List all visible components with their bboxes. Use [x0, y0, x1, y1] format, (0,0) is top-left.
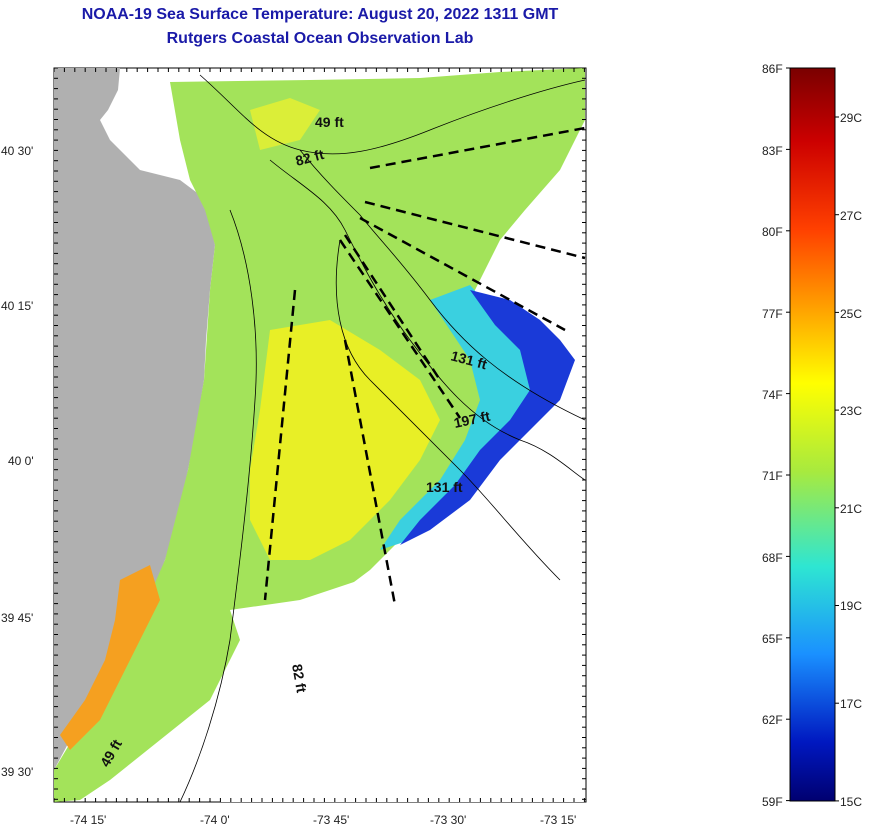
colorbar-f-label: 74F [762, 388, 783, 402]
depth-label: 131 ft [426, 479, 463, 495]
colorbar-c-label: 19C [840, 599, 862, 613]
colorbar-c-label: 15C [840, 795, 862, 809]
bathymetry-contours [179, 74, 586, 802]
sst-field-cyan-edge [380, 285, 555, 550]
land-area [54, 68, 215, 770]
colorbar-f-label: 59F [762, 795, 783, 809]
depth-label: 82 ft [294, 146, 326, 169]
lat-label: 40 0' [8, 454, 34, 468]
colorbar-f-label: 86F [762, 62, 783, 76]
colorbar-c-label: 17C [840, 697, 862, 711]
lat-label: 40 30' [1, 144, 33, 158]
colorbar-f-label: 62F [762, 713, 783, 727]
sst-field-blue-edge [400, 290, 575, 545]
colorbar-c-label: 27C [840, 209, 862, 223]
depth-label: 49 ft [315, 114, 344, 130]
lon-label: -73 15' [540, 813, 576, 827]
colorbar-c-label: 25C [840, 307, 862, 321]
lon-label: -73 30' [430, 813, 466, 827]
shipping-lanes [263, 126, 586, 606]
lon-label: -74 15' [70, 813, 106, 827]
colorbar-c-label: 29C [840, 111, 862, 125]
colorbar-ticks [786, 67, 839, 802]
colorbar-f-label: 77F [762, 307, 783, 321]
axis-ticks [53, 67, 586, 802]
colorbar-f-label: 71F [762, 469, 783, 483]
colorbar-f-label: 68F [762, 551, 783, 565]
colorbar-f-label: 80F [762, 225, 783, 239]
sst-coastal-orange [60, 565, 160, 750]
sst-field-yellow [250, 320, 440, 560]
colorbar [789, 67, 836, 802]
cloud-patch [220, 470, 585, 802]
depth-label: 82 ft [289, 663, 310, 694]
map-title: NOAA-19 Sea Surface Temperature: August … [81, 6, 559, 23]
colorbar-f-label: 65F [762, 632, 783, 646]
lon-label: -74 0' [200, 813, 230, 827]
map-subtitle: Rutgers Coastal Ocean Observation Lab [166, 30, 474, 47]
depth-label: 197 ft [452, 408, 491, 431]
lat-label: 39 30' [1, 765, 33, 779]
colorbar-c-label: 23C [840, 404, 862, 418]
sst-field-yellow-north [250, 98, 320, 150]
lat-label: 39 45' [1, 611, 33, 625]
lon-label: -73 45' [313, 813, 349, 827]
colorbar-c-label: 21C [840, 502, 862, 516]
colorbar-f-label: 83F [762, 144, 783, 158]
lat-label: 40 15' [1, 299, 33, 313]
